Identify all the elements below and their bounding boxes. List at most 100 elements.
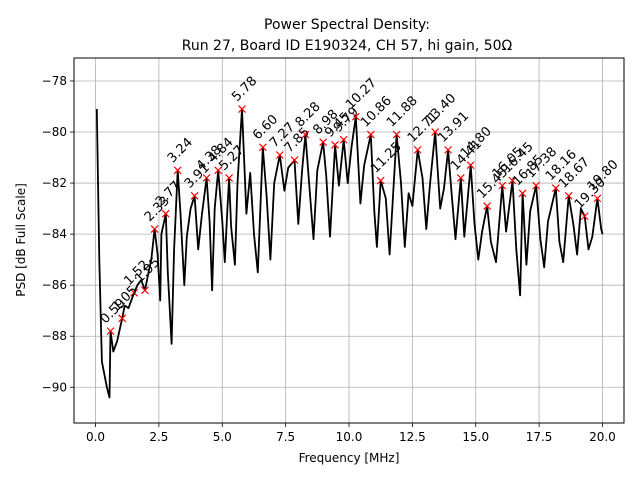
- peak-marker-stroke: [444, 145, 453, 154]
- peak-marker: [238, 105, 246, 113]
- peak-marker-stroke: [331, 140, 339, 149]
- peak-marker: [444, 145, 453, 154]
- x-tick-label: 2.5: [149, 430, 168, 444]
- x-tick-label: 10.0: [336, 430, 363, 444]
- peak-marker-stroke: [498, 181, 507, 190]
- y-tick-label: −84: [42, 227, 67, 241]
- peak-marker: [366, 130, 375, 139]
- peak-marker-stroke: [301, 130, 310, 139]
- peak-marker-stroke: [366, 130, 375, 139]
- y-axis-ticks: −90 −88 −86 −84 −82 −80 −78: [42, 74, 74, 394]
- x-tick-label: 5.0: [213, 430, 232, 444]
- peak-marker: [258, 143, 267, 152]
- x-tick-label: 20.0: [589, 430, 616, 444]
- peak-marker: [173, 166, 182, 175]
- peak-marker: [275, 151, 284, 159]
- peak-marker-stroke: [593, 194, 602, 203]
- chart-subtitle: Run 27, Board ID E190324, CH 57, hi gain…: [182, 38, 513, 54]
- peak-marker-stroke: [319, 138, 328, 147]
- peak-marker-stroke: [173, 166, 182, 175]
- peak-marker-stroke: [456, 174, 465, 182]
- peak-marker: [225, 174, 234, 182]
- peak-marker: [190, 191, 199, 200]
- peak-marker-stroke: [238, 105, 246, 113]
- peak-marker: [202, 174, 211, 182]
- peak-marker: [319, 138, 328, 147]
- peak-marker: [532, 181, 540, 190]
- peak-marker-stroke: [339, 135, 348, 144]
- peak-marker: [339, 135, 348, 144]
- x-axis-label: Frequency [MHz]: [299, 451, 400, 465]
- x-axis-ticks: 0.0 2.5 5.0 7.5 10.0 12.5 15.0 17.5 20.0: [86, 423, 616, 444]
- y-tick-label: −82: [42, 176, 67, 190]
- peak-marker: [141, 286, 149, 295]
- peak-marker-stroke: [564, 191, 573, 200]
- peak-marker: [118, 314, 127, 323]
- peak-marker-stroke: [351, 112, 360, 121]
- peak-marker: [106, 327, 115, 336]
- peak-marker: [351, 112, 360, 121]
- peak-marker-stroke: [118, 314, 127, 323]
- y-tick-label: −80: [42, 125, 67, 139]
- peak-marker-stroke: [551, 184, 560, 193]
- y-axis-label: PSD [dB Full Scale]: [14, 183, 28, 297]
- y-tick-label: −88: [42, 329, 67, 343]
- peak-marker-stroke: [532, 181, 540, 190]
- peak-marker: [593, 194, 602, 203]
- peak-marker: [331, 140, 339, 149]
- peak-marker: [214, 166, 223, 175]
- peak-marker: [498, 181, 507, 190]
- x-tick-label: 17.5: [526, 430, 553, 444]
- peak-marker-stroke: [580, 212, 589, 221]
- peak-marker-stroke: [202, 174, 211, 182]
- peak-marker: [301, 130, 310, 139]
- peak-marker-stroke: [413, 145, 422, 154]
- peak-marker-stroke: [161, 209, 170, 218]
- peak-marker: [431, 128, 440, 136]
- peak-marker-stroke: [431, 128, 440, 136]
- x-tick-label: 7.5: [276, 430, 295, 444]
- peak-marker: [290, 156, 299, 165]
- peak-marker: [392, 130, 401, 139]
- peak-markers: [106, 105, 602, 336]
- peak-marker-stroke: [225, 174, 234, 182]
- peak-marker: [564, 191, 573, 200]
- peak-marker-stroke: [275, 151, 284, 159]
- peak-marker: [413, 145, 422, 154]
- peak-marker: [551, 184, 560, 193]
- peak-marker-stroke: [214, 166, 223, 175]
- peak-marker-stroke: [290, 156, 299, 165]
- peak-marker-stroke: [466, 161, 475, 170]
- peak-marker-stroke: [190, 191, 199, 200]
- peak-marker: [508, 176, 517, 185]
- y-tick-label: −90: [42, 380, 67, 394]
- peak-marker-stroke: [376, 176, 385, 185]
- peak-marker-stroke: [483, 202, 492, 210]
- peak-marker-stroke: [392, 130, 401, 139]
- peak-marker-stroke: [141, 286, 149, 295]
- y-tick-label: −78: [42, 74, 67, 88]
- x-tick-label: 15.0: [462, 430, 489, 444]
- peak-marker: [466, 161, 475, 170]
- peak-marker: [130, 288, 138, 297]
- y-tick-label: −86: [42, 278, 67, 292]
- peak-marker-stroke: [258, 143, 267, 152]
- peak-marker-stroke: [518, 189, 527, 198]
- peak-marker: [483, 202, 492, 210]
- peak-marker: [518, 189, 527, 198]
- peak-marker-stroke: [106, 327, 115, 336]
- peak-marker-stroke: [508, 176, 517, 185]
- peak-marker: [161, 209, 170, 218]
- chart-title: Power Spectral Density:: [264, 17, 430, 33]
- peak-marker-stroke: [150, 225, 159, 233]
- peak-marker: [456, 174, 465, 182]
- peak-marker: [580, 212, 589, 221]
- x-tick-label: 12.5: [399, 430, 426, 444]
- peak-marker-stroke: [130, 288, 138, 297]
- peak-marker: [376, 176, 385, 185]
- x-tick-label: 0.0: [86, 430, 105, 444]
- peak-marker: [150, 225, 159, 233]
- grid: [74, 58, 624, 423]
